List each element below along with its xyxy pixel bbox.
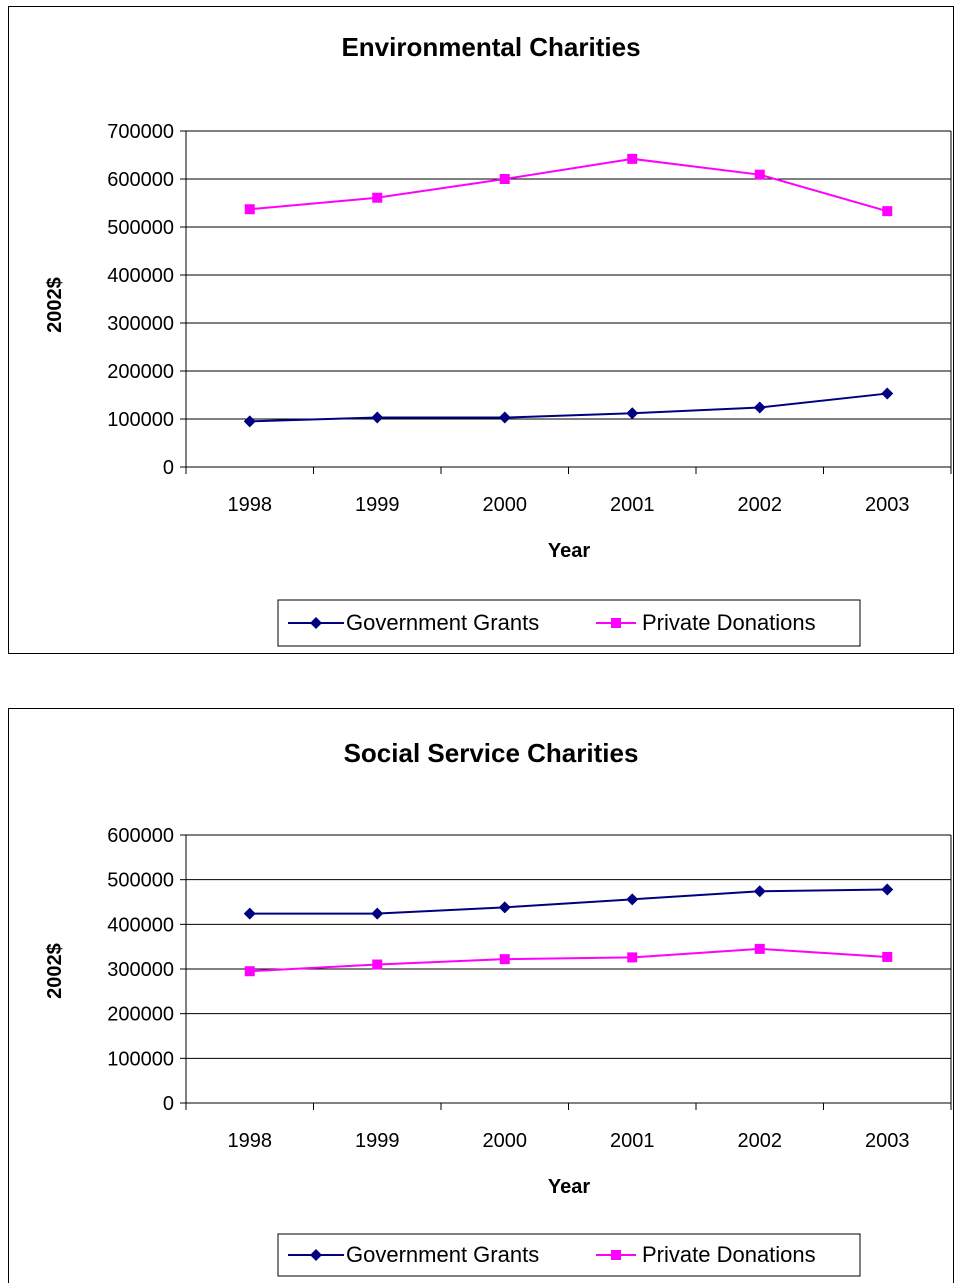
- legend-box: [277, 599, 861, 647]
- y-axis-label: 2002$: [44, 277, 66, 333]
- data-point: [244, 204, 255, 215]
- y-tick-label: 300000: [107, 313, 174, 335]
- data-point: [243, 907, 256, 920]
- legend-marker: [310, 1249, 322, 1261]
- data-point: [626, 893, 639, 906]
- data-point: [498, 411, 511, 424]
- data-point: [881, 883, 894, 896]
- data-point: [881, 387, 894, 400]
- x-axis-label: Year: [548, 540, 590, 562]
- x-tick-label: 1999: [355, 494, 400, 516]
- x-tick-label: 2003: [865, 1130, 910, 1152]
- series-line: [249, 888, 888, 915]
- y-tick-label: 100000: [107, 409, 174, 431]
- y-tick-label: 0: [163, 1093, 174, 1115]
- environmental-charities-chart: Environmental Charities 2002$ Year 0 1000…: [8, 6, 954, 654]
- data-point: [627, 153, 638, 164]
- environmental-chart-svg: Environmental Charities 2002$ Year 0 1000…: [44, 32, 952, 647]
- data-point: [753, 401, 766, 414]
- data-point: [244, 966, 255, 977]
- chart-title: Environmental Charities: [341, 32, 640, 62]
- y-tick-label: 600000: [107, 825, 174, 847]
- x-tick-label: 2001: [610, 494, 655, 516]
- data-point: [882, 951, 893, 962]
- y-tick-label: 200000: [107, 361, 174, 383]
- x-axis-label: Year: [548, 1176, 590, 1198]
- social-service-charities-chart: Social Service Charities 2002$ Year 0 100…: [8, 708, 954, 1283]
- data-point: [372, 192, 383, 203]
- legend: Government Grants Private Donations: [277, 599, 861, 647]
- legend-marker: [611, 618, 621, 628]
- legend: Government Grants Private Donations: [277, 1233, 861, 1277]
- data-point: [627, 952, 638, 963]
- data-point: [371, 411, 384, 424]
- social-service-chart-svg: Social Service Charities 2002$ Year 0 100…: [44, 738, 952, 1277]
- data-point: [371, 907, 384, 920]
- y-tick-label: 500000: [107, 870, 174, 892]
- legend-label: Government Grants: [346, 610, 539, 635]
- data-point: [753, 885, 766, 898]
- series-line: [249, 947, 888, 973]
- x-tick-label: 2003: [865, 494, 910, 516]
- x-tick-label: 2002: [738, 494, 783, 516]
- data-point: [499, 174, 510, 184]
- data-point: [626, 407, 639, 420]
- x-tick-label: 2001: [610, 1130, 655, 1152]
- y-tick-label: 300000: [107, 959, 174, 981]
- chart-title: Social Service Charities: [344, 738, 639, 768]
- y-tick-label: 700000: [107, 121, 174, 143]
- y-tick-label: 400000: [107, 265, 174, 287]
- plot-area: 0 100000 200000 300000 400000 500000 600000 700…: [107, 121, 952, 516]
- y-tick-label: 400000: [107, 914, 174, 936]
- legend-label: Private Donations: [642, 1242, 816, 1267]
- x-tick-label: 1998: [228, 1130, 273, 1152]
- y-axis-label: 2002$: [44, 943, 66, 999]
- legend-box: [277, 1233, 861, 1277]
- x-tick-label: 1998: [228, 494, 273, 516]
- x-tick-label: 2002: [738, 1130, 783, 1152]
- y-tick-label: 200000: [107, 1004, 174, 1026]
- data-point: [754, 169, 765, 180]
- data-point: [882, 206, 893, 217]
- data-point: [243, 415, 256, 428]
- y-tick-label: 500000: [107, 217, 174, 239]
- legend-marker: [611, 1250, 621, 1260]
- legend-label: Private Donations: [642, 610, 816, 635]
- data-point: [754, 943, 765, 954]
- y-tick-label: 600000: [107, 169, 174, 191]
- y-tick-label: 0: [163, 457, 174, 479]
- series-line: [249, 392, 888, 423]
- legend-label: Government Grants: [346, 1242, 539, 1267]
- data-point: [499, 954, 510, 965]
- data-point: [372, 959, 383, 970]
- plot-area: 0 100000 200000 300000 400000 500000 600000 199…: [107, 825, 952, 1152]
- data-point: [498, 901, 511, 914]
- y-tick-label: 100000: [107, 1048, 174, 1070]
- x-tick-label: 1999: [355, 1130, 400, 1152]
- legend-marker: [310, 617, 322, 629]
- x-tick-label: 2000: [483, 494, 528, 516]
- series-line: [249, 157, 888, 213]
- x-tick-label: 2000: [483, 1130, 528, 1152]
